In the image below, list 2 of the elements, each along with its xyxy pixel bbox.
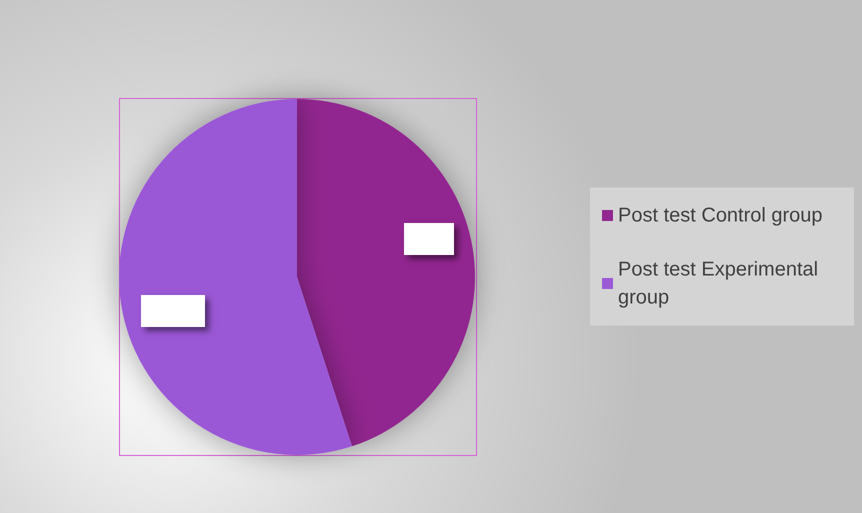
legend-label: Post test Experimental group [618, 258, 824, 308]
legend-label: Post test Control group [618, 204, 823, 226]
